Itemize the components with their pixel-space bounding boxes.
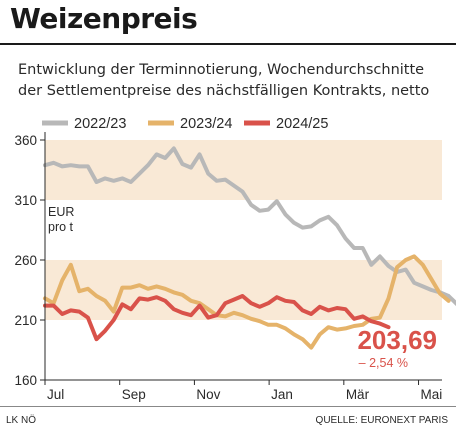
y-tick-label: 360 <box>14 133 37 148</box>
y-axis: 160 210 260 310 360 <box>14 132 46 388</box>
series-line-2023-24 <box>43 254 451 350</box>
y-tick-label: 160 <box>14 373 37 388</box>
x-tick-label: Mär <box>346 387 370 402</box>
chart: 2022/23 2023/24 2024/25 160 210 260 310 360 Ju… <box>14 116 456 402</box>
legend-label: 2022/23 <box>74 116 126 132</box>
legend-label: 2024/25 <box>276 116 328 132</box>
series-line-2024-25 <box>43 294 391 342</box>
series-lines <box>43 146 456 350</box>
y-tick-label: 310 <box>14 193 37 208</box>
series-line-2022-23 <box>43 146 456 306</box>
change-label: – 2,54 % <box>359 356 408 370</box>
x-tick-label: Nov <box>196 387 220 402</box>
price-bands <box>45 140 442 320</box>
chart-subtitle: Entwicklung der Terminnotierung, Wochend… <box>18 62 430 99</box>
credit-label: LK NÖ <box>6 415 37 426</box>
last-value-label: 203,69 <box>357 325 437 355</box>
x-tick-label: Jul <box>47 387 64 402</box>
title-divider <box>0 43 456 45</box>
y-tick-label: 210 <box>14 313 37 328</box>
footer-divider <box>0 406 456 407</box>
x-tick-label: Sep <box>122 387 146 402</box>
x-tick-label: Jan <box>271 387 293 402</box>
legend-label: 2023/24 <box>180 116 232 132</box>
source-label: QUELLE: EURONEXT PARIS <box>315 415 448 426</box>
x-axis: Jul Sep Nov Jan Mär Mai <box>44 379 443 402</box>
y-axis-unit-line2: pro t <box>48 220 74 234</box>
x-tick-label: Mai <box>421 387 443 402</box>
chart-title: Weizenpreis <box>10 2 198 35</box>
y-axis-unit-line1: EUR <box>48 205 74 219</box>
legend: 2022/23 2023/24 2024/25 <box>42 116 328 132</box>
y-tick-label: 260 <box>14 253 37 268</box>
